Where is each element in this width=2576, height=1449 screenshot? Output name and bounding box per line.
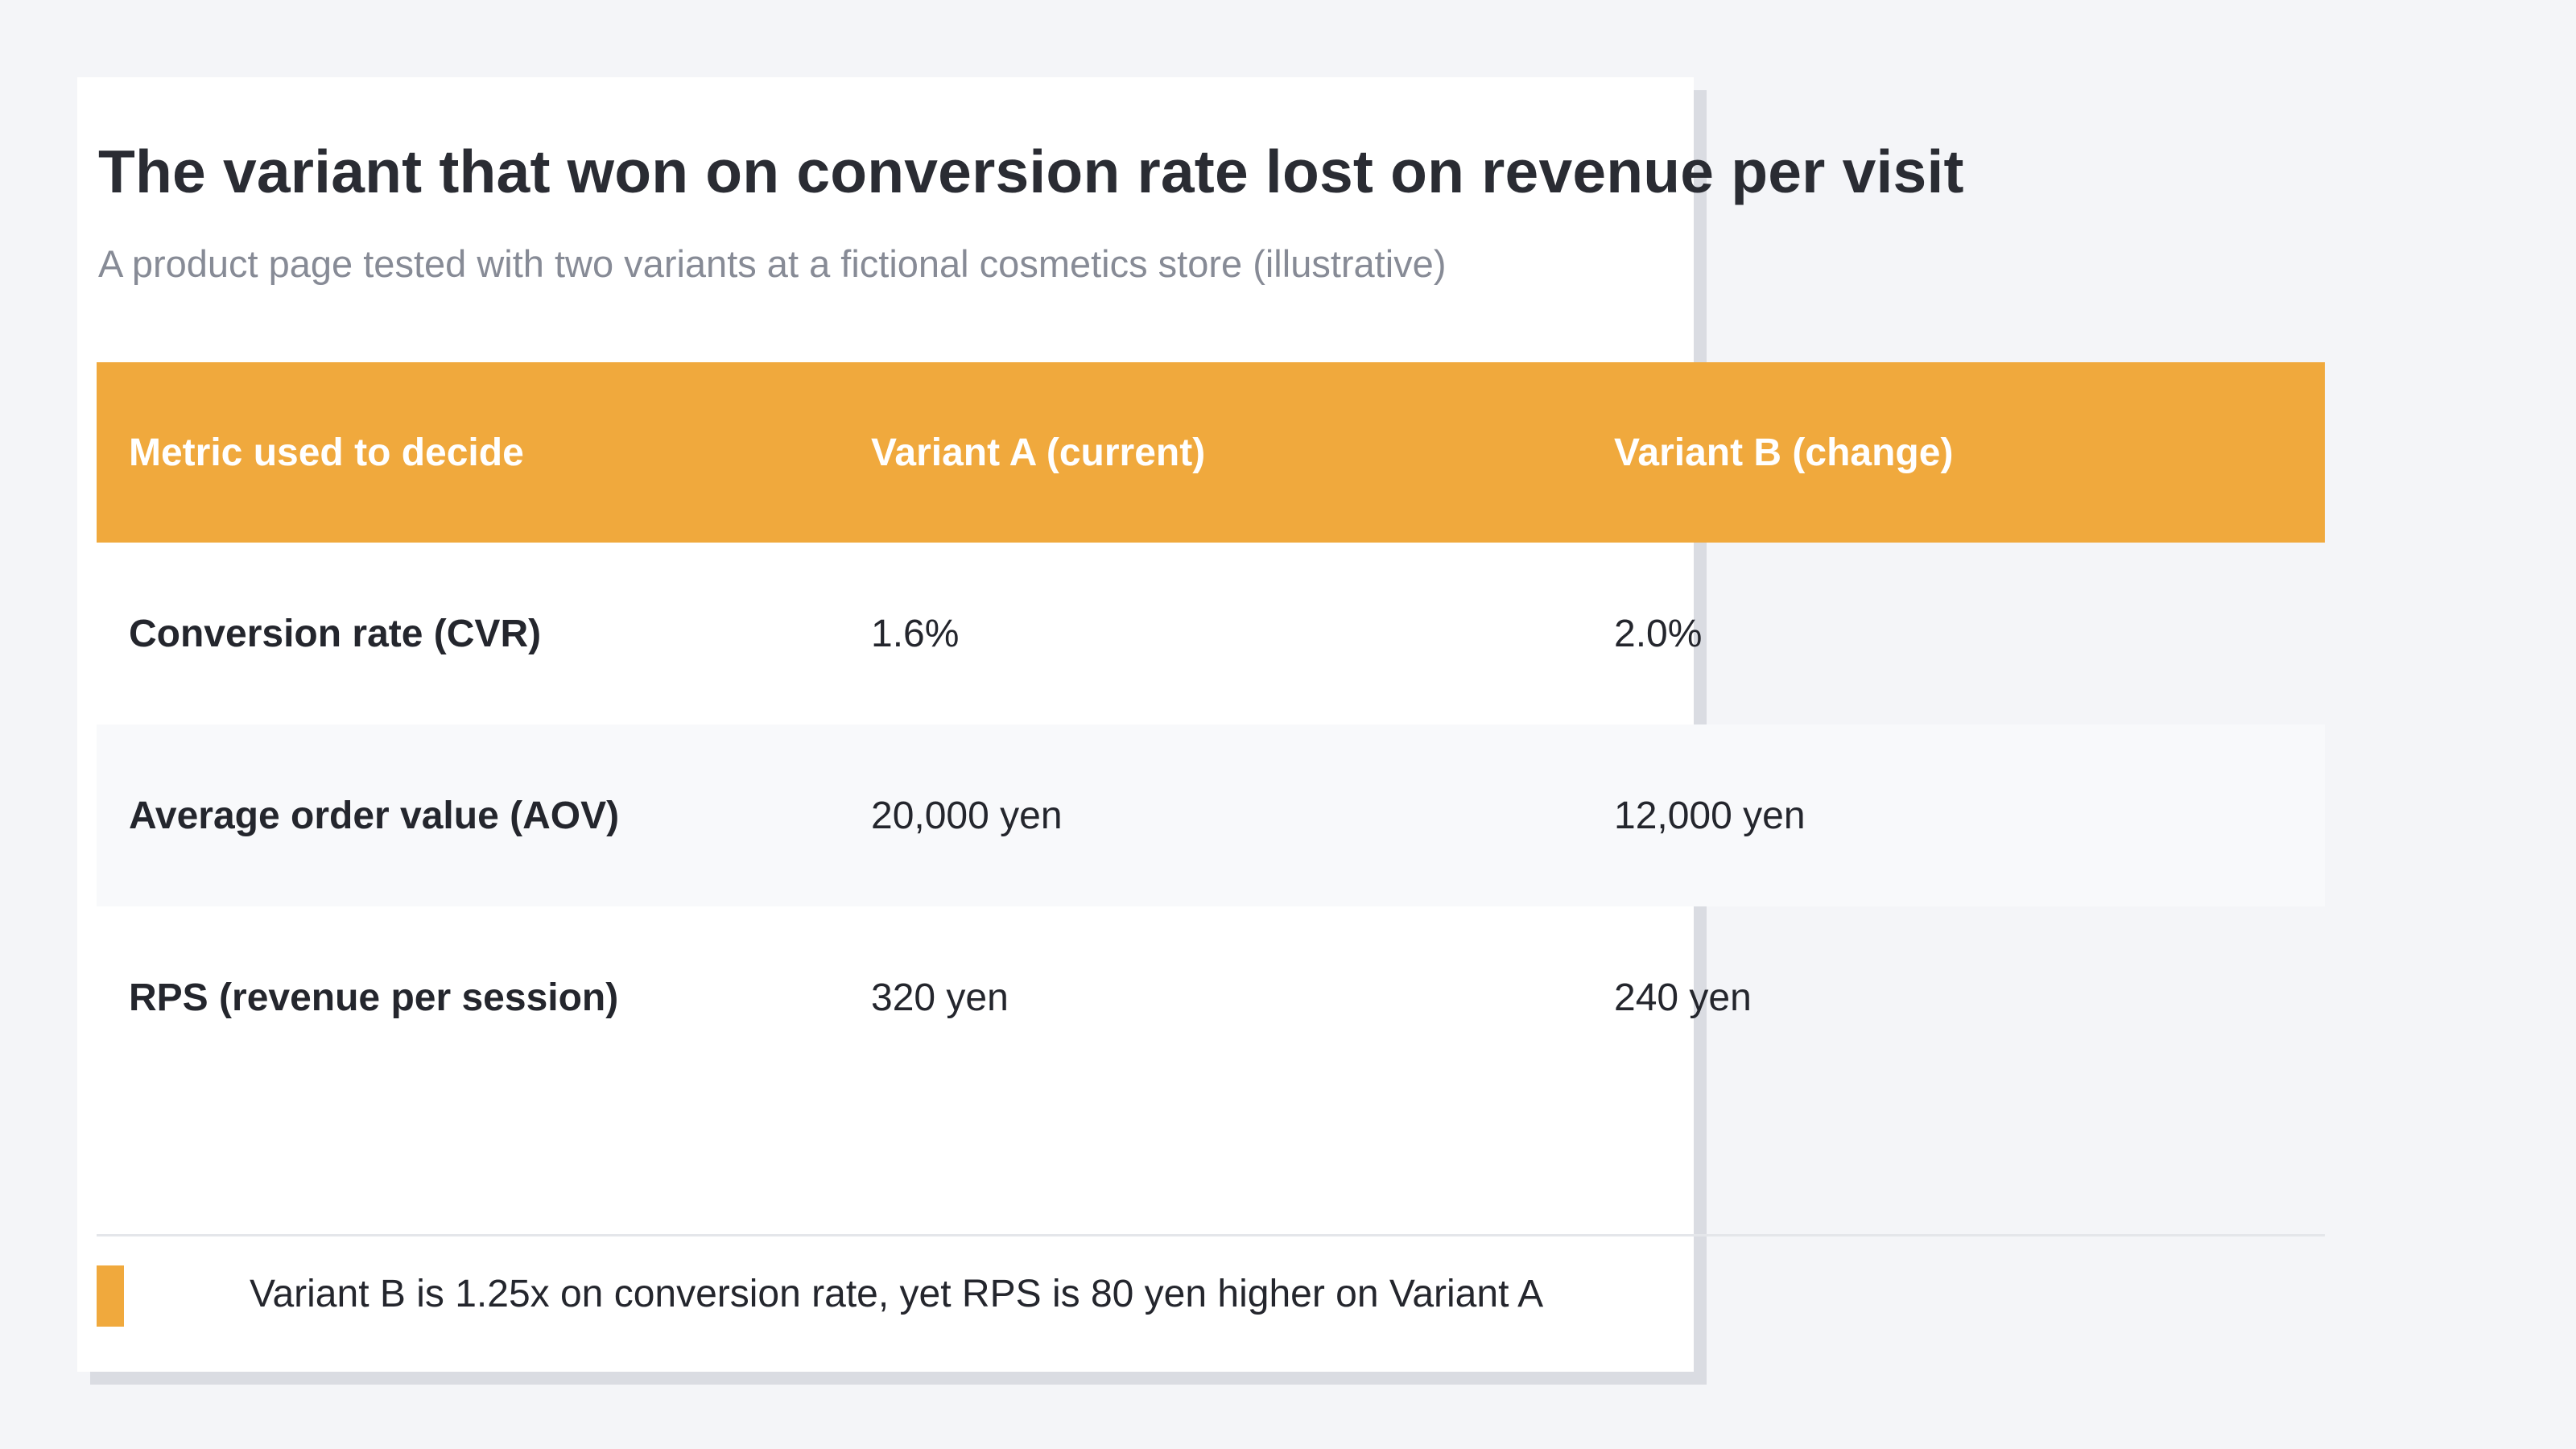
variant-b-cell: 240 yen xyxy=(1614,976,1752,1019)
variant-a-cell: 1.6% xyxy=(871,612,960,655)
table-header-row: Metric used to decide Variant A (current… xyxy=(97,362,2325,543)
column-header-metric: Metric used to decide xyxy=(97,362,839,543)
footnote-accent-marker xyxy=(97,1265,124,1327)
table-row: Conversion rate (CVR) 1.6% 2.0% xyxy=(97,543,2325,724)
page-subtitle: A product page tested with two variants … xyxy=(98,242,1447,285)
footnote-divider xyxy=(97,1234,2325,1236)
metric-name-cell: RPS (revenue per session) xyxy=(129,976,619,1019)
variant-a-cell: 320 yen xyxy=(871,976,1009,1019)
comparison-table: Metric used to decide Variant A (current… xyxy=(97,362,2325,1088)
table-row: Average order value (AOV) 20,000 yen 12,… xyxy=(97,724,2325,906)
column-header-variant-b: Variant B (change) xyxy=(1582,362,2325,543)
table-row: RPS (revenue per session) 320 yen 240 ye… xyxy=(97,906,2325,1088)
page-title: The variant that won on conversion rate … xyxy=(98,138,1964,205)
column-header-variant-a: Variant A (current) xyxy=(839,362,1582,543)
variant-a-cell: 20,000 yen xyxy=(839,724,1582,906)
variant-b-cell: 2.0% xyxy=(1614,612,1703,655)
variant-b-cell: 12,000 yen xyxy=(1582,724,2325,906)
footnote-text: Variant B is 1.25x on conversion rate, y… xyxy=(250,1273,1544,1315)
metric-name-cell: Average order value (AOV) xyxy=(97,724,839,906)
metric-name-cell: Conversion rate (CVR) xyxy=(129,612,542,655)
